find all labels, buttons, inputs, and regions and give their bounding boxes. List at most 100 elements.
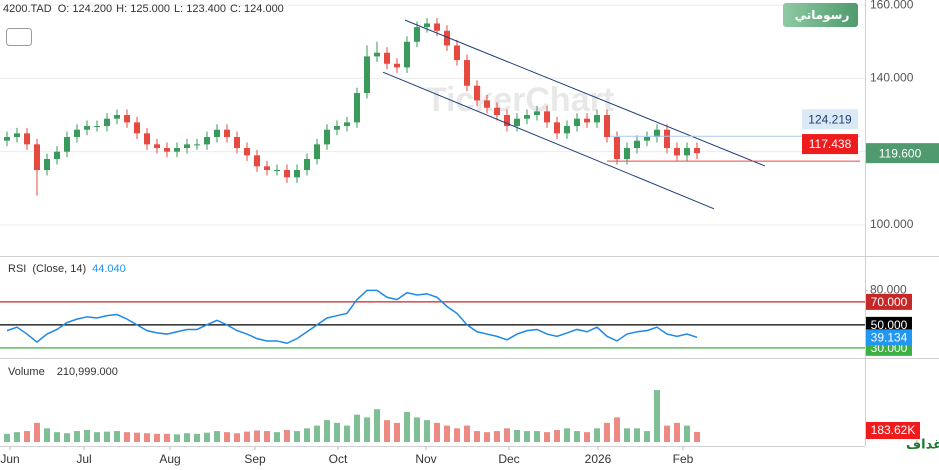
- volume-bar: [644, 431, 650, 442]
- volume-bar: [4, 433, 10, 442]
- volume-bar: [134, 432, 140, 442]
- trend-line: [404, 19, 766, 167]
- volume-bar: [614, 417, 620, 442]
- volume-bar: [214, 431, 220, 442]
- y-tick-label: 70.000: [871, 295, 908, 309]
- volume-bar: [364, 417, 370, 442]
- volume-title: Volume: [8, 366, 45, 378]
- candle-body: [414, 27, 420, 42]
- y-tick-label: 80.000: [870, 283, 907, 297]
- volume-bar: [374, 409, 380, 442]
- candle-body: [504, 115, 510, 127]
- footer-mark: غداف: [906, 436, 939, 451]
- candle-body: [84, 126, 90, 130]
- candle-body: [264, 166, 270, 170]
- candle-body: [94, 126, 100, 128]
- candle-body: [224, 129, 230, 138]
- candle-body: [694, 148, 700, 154]
- candle-body: [74, 129, 80, 138]
- candle-body: [404, 41, 410, 68]
- candle-body: [64, 137, 70, 152]
- candle-body: [354, 93, 360, 123]
- candle-body: [494, 107, 500, 116]
- volume-bar: [174, 434, 180, 442]
- ohlc: H: 125.000: [116, 3, 170, 15]
- candle-body: [274, 170, 280, 171]
- rsi-title: RSI: [8, 263, 26, 275]
- candle-body: [314, 144, 320, 160]
- y-tick-label: 50.000: [871, 318, 908, 332]
- volume-bar: [204, 432, 210, 442]
- candle-body: [24, 133, 30, 145]
- candle-body: [634, 140, 640, 149]
- volume-bar: [404, 411, 410, 442]
- candle-body: [104, 118, 110, 127]
- volume-bar: [164, 433, 170, 442]
- value-box-label: 117.438: [809, 137, 852, 151]
- x-tick-label: Dec: [498, 452, 519, 466]
- volume-bar: [434, 422, 440, 442]
- volume-bar: [604, 422, 610, 442]
- toggle-button[interactable]: [6, 28, 32, 46]
- volume-bar: [564, 428, 570, 442]
- volume-bar: [154, 433, 160, 442]
- volume-bar: [654, 390, 660, 442]
- last-value-box: [866, 329, 912, 346]
- volume-bar: [664, 425, 670, 442]
- volume-bar: [144, 433, 150, 442]
- x-tick-label: Nov: [415, 452, 436, 466]
- x-tick-label: Feb: [673, 452, 694, 466]
- candle-body: [454, 45, 460, 61]
- volume-bar: [544, 432, 550, 442]
- volume-bar: [294, 431, 300, 442]
- y-tick-label: 160.000: [870, 0, 914, 11]
- candle-body: [644, 137, 650, 141]
- volume-bar: [84, 429, 90, 442]
- x-tick-label: Jun: [0, 452, 19, 466]
- candle-body: [254, 155, 260, 167]
- x-tick-label: 2026: [585, 452, 612, 466]
- volume-bar: [524, 431, 530, 442]
- candle-body: [324, 129, 330, 145]
- ohlc: O: 124.200: [58, 3, 112, 15]
- price-header: 4200.TAD O: 124.200 H: 125.000 L: 123.400 C:…: [3, 3, 284, 15]
- candle-body: [374, 52, 380, 57]
- rsi-params: (Close, 14): [32, 263, 86, 275]
- volume-bar: [424, 420, 430, 442]
- candle-body: [214, 129, 220, 138]
- y-tick-label: 100.000: [870, 217, 914, 231]
- volume-bar: [494, 431, 500, 442]
- candle-body: [534, 111, 540, 116]
- volume-bar: [464, 425, 470, 442]
- volume-bar: [34, 422, 40, 442]
- marks-layer: [4, 17, 860, 442]
- candle-body: [114, 115, 120, 119]
- candle-body: [334, 126, 340, 130]
- candle-body: [124, 115, 130, 123]
- candle-body: [14, 133, 20, 138]
- volume-bar: [194, 433, 200, 442]
- logo-box[interactable]: [783, 3, 858, 27]
- candle-body: [184, 144, 190, 149]
- candle-body: [464, 60, 470, 86]
- volume-bar: [624, 428, 630, 442]
- rsi-current: 44.040: [92, 263, 126, 275]
- level-box: [866, 316, 912, 333]
- volume-bar: [74, 431, 80, 442]
- candle-body: [564, 126, 570, 134]
- volume-bar: [484, 432, 490, 442]
- volume-bar: [354, 414, 360, 442]
- candle-body: [304, 159, 310, 170]
- volume-bar: [514, 429, 520, 442]
- volume-bar: [54, 432, 60, 442]
- volume-bar: [304, 428, 310, 442]
- candle-body: [674, 148, 680, 156]
- volume-bar: [414, 417, 420, 442]
- volume-bar: [94, 432, 100, 442]
- candle-body: [604, 115, 610, 138]
- candle-body: [584, 118, 590, 123]
- candle-body: [244, 148, 250, 156]
- volume-bar: [384, 420, 390, 442]
- candle-body: [394, 63, 400, 68]
